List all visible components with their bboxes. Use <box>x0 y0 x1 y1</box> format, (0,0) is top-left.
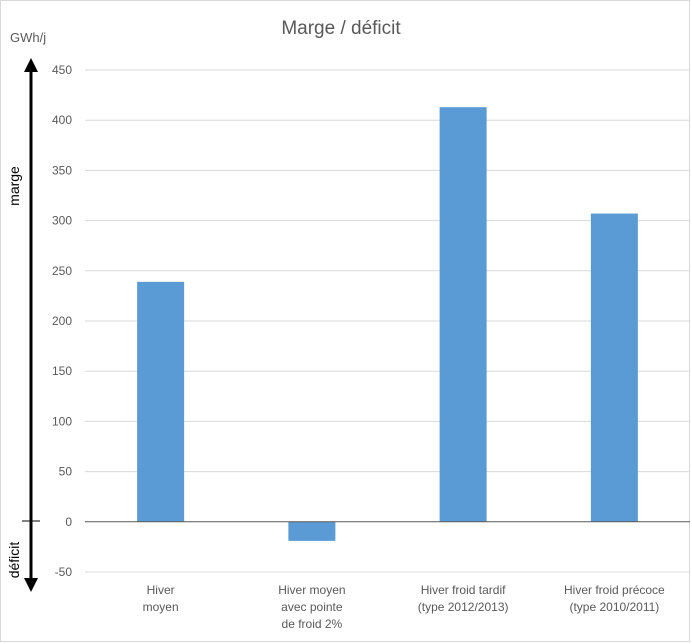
y-tick-label: 400 <box>52 113 72 127</box>
y-tick-label: 350 <box>52 163 72 177</box>
bar <box>590 213 638 522</box>
bar <box>288 521 336 541</box>
y-axis-ticks: -50 0 50 100 150 200 250 300 350 400 450 <box>52 63 72 579</box>
bar <box>439 107 487 522</box>
y-tick-label: 200 <box>52 314 72 328</box>
x-category-label: Hiver froid précoce (type 2010/2011) <box>564 583 665 614</box>
x-category-label: Hiver moyen avec pointe de froid 2% <box>278 583 345 631</box>
y-tick-label: 100 <box>52 414 72 428</box>
bars <box>137 107 638 541</box>
y-tick-label: 250 <box>52 264 72 278</box>
margin-deficit-arrow <box>22 58 40 592</box>
chart-title: Marge / déficit <box>281 18 401 39</box>
gridlines <box>85 69 690 573</box>
x-axis-categories: Hiver moyen Hiver moyen avec pointe de froid… <box>143 583 665 631</box>
y-tick-label: 300 <box>52 214 72 228</box>
y-tick-label: 450 <box>52 63 72 77</box>
bar <box>137 281 185 522</box>
unit-label: GWh/j <box>10 30 46 45</box>
y-tick-label: 50 <box>59 465 73 479</box>
y-tick-label: 0 <box>65 515 72 529</box>
x-category-label: Hiver froid tardif (type 2012/2013) <box>418 583 509 614</box>
arrow-up-head <box>24 58 38 72</box>
marge-label: marge <box>6 166 22 206</box>
y-tick-label: -50 <box>55 565 73 579</box>
arrow-down-head <box>24 578 38 592</box>
x-category-label: Hiver moyen <box>143 583 179 614</box>
deficit-label: déficit <box>6 542 22 579</box>
y-tick-label: 150 <box>52 364 72 378</box>
